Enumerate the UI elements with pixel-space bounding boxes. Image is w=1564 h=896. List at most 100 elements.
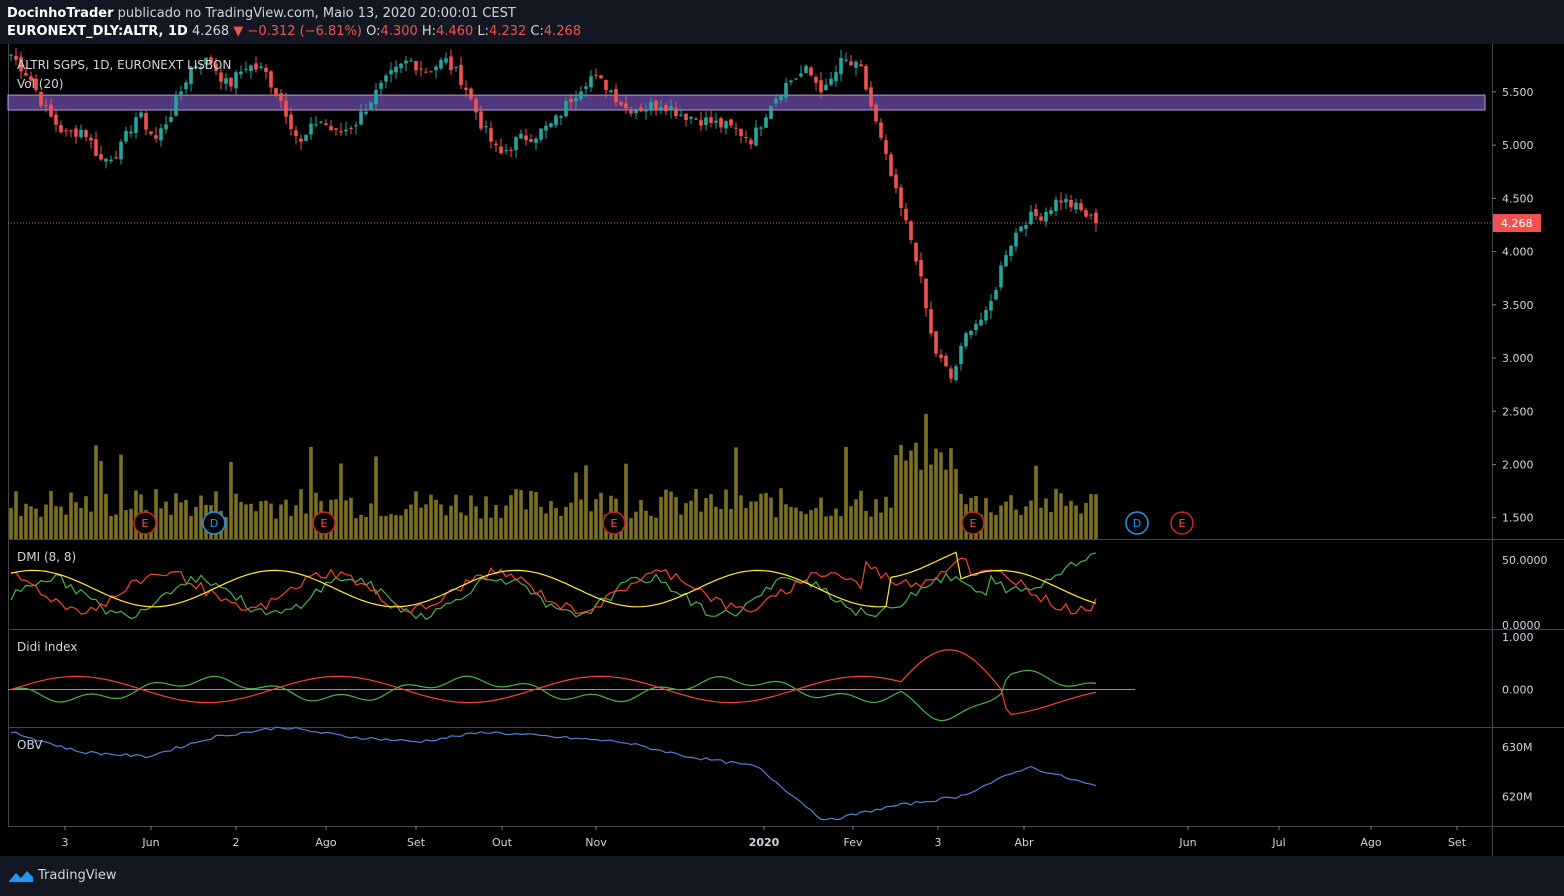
candle-body — [154, 135, 158, 139]
volume-bar — [814, 508, 818, 539]
candle-body — [39, 91, 43, 106]
volume-bar — [339, 463, 343, 539]
volume-bar — [769, 497, 773, 539]
candle-body — [809, 67, 813, 76]
volume-bar — [164, 501, 168, 539]
candle-body — [594, 75, 598, 77]
volume-bar — [864, 511, 868, 539]
volume-bar — [274, 518, 278, 539]
candle-body — [559, 116, 563, 118]
candle-body — [829, 78, 833, 85]
candle-body — [444, 58, 448, 63]
main-pane-title: ALTRI SGPS, 1D, EURONEXT LISBON — [17, 58, 232, 72]
tradingview-icon — [9, 870, 33, 882]
candle-body — [669, 106, 673, 111]
candle-body — [119, 141, 123, 160]
candle-body — [129, 131, 133, 134]
candle-body — [109, 159, 113, 162]
volume-bar — [159, 508, 163, 539]
candle-body — [209, 57, 213, 64]
candle-body — [169, 116, 173, 122]
candle-body — [424, 71, 428, 73]
chart-svg[interactable]: 5.500 5.000 4.500 4.000 3.500 3.000 2.500 2.000… — [0, 44, 1564, 856]
volume-bar — [1019, 514, 1023, 539]
time-axis-label: Jun — [141, 836, 159, 849]
volume-bar — [884, 496, 888, 539]
candle-body — [734, 127, 738, 129]
candle-body — [764, 117, 768, 128]
last-price: 4.268 — [191, 24, 230, 39]
author-name[interactable]: DocinhoTrader — [7, 6, 114, 21]
candle-body — [749, 139, 753, 145]
price-change: ▼ −0.312 (−6.81%) — [233, 24, 363, 39]
candle-body — [614, 89, 618, 103]
volume-bar — [194, 507, 198, 539]
chart-area[interactable]: 5.500 5.000 4.500 4.000 3.500 3.000 2.500 2.000… — [0, 44, 1564, 856]
candle-body — [539, 128, 543, 140]
candle-body — [54, 114, 58, 125]
volume-bar — [904, 460, 908, 539]
candle-body — [1079, 203, 1083, 211]
candle-body — [389, 70, 393, 75]
candle-body — [44, 105, 48, 107]
high-label: H: — [421, 24, 437, 39]
time-axis-label: Set — [1448, 836, 1467, 849]
price-tick-label: 4.500 — [1502, 192, 1534, 205]
time-axis-label: Jul — [1271, 836, 1285, 849]
volume-bar — [644, 510, 648, 539]
candle-body — [159, 128, 163, 141]
candle-body — [259, 66, 263, 68]
candle-body — [814, 76, 818, 83]
candle-body — [649, 102, 653, 110]
event-marker-label: E — [1179, 517, 1186, 530]
volume-bar — [404, 509, 408, 539]
volume-bar — [749, 501, 753, 539]
volume-bar — [174, 493, 178, 539]
volume-bar — [34, 508, 38, 539]
footer: TradingView — [0, 856, 1564, 896]
volume-bar — [449, 505, 453, 539]
volume-bar — [764, 493, 768, 539]
volume-bar — [44, 504, 48, 539]
volume-bar — [374, 456, 378, 539]
candle-body — [1069, 199, 1073, 208]
candle-body — [1019, 226, 1023, 232]
volume-bar — [1034, 465, 1038, 539]
volume-bar — [504, 505, 508, 539]
candle-body — [1009, 245, 1013, 256]
time-axis-label: Ago — [315, 836, 337, 849]
volume-bar — [779, 488, 783, 539]
volume-bar — [649, 515, 653, 539]
candle-body — [434, 66, 438, 71]
tradingview-logo[interactable]: TradingView — [8, 868, 117, 883]
volume-bar — [784, 504, 788, 539]
volume-bar — [919, 469, 923, 539]
candle-body — [654, 100, 658, 109]
volume-bar — [829, 515, 833, 539]
volume-bar — [1084, 502, 1088, 539]
volume-bar — [594, 499, 598, 539]
volume-bar — [669, 491, 673, 539]
dmi-minus-line — [10, 557, 1097, 615]
volume-bar — [934, 448, 938, 539]
candle-body — [714, 120, 718, 123]
volume-bar — [714, 506, 718, 539]
obv-line — [10, 726, 1097, 821]
volume-bar — [284, 499, 288, 539]
volume-bar — [294, 505, 298, 539]
high-value: 4.460 — [436, 24, 474, 39]
candle-body — [309, 123, 313, 135]
candle-body — [324, 123, 328, 126]
candle-body — [1049, 210, 1053, 214]
volume-bar — [359, 514, 363, 539]
volume-bar — [384, 516, 388, 539]
volume-bar — [954, 469, 958, 539]
candle-body — [689, 116, 693, 119]
candle-body — [9, 54, 13, 56]
volume-bar — [524, 509, 528, 539]
candle-body — [364, 111, 368, 114]
candle-body — [964, 333, 968, 347]
volume-bar — [719, 509, 723, 539]
volume-bar — [1044, 498, 1048, 539]
candle-body — [779, 96, 783, 101]
